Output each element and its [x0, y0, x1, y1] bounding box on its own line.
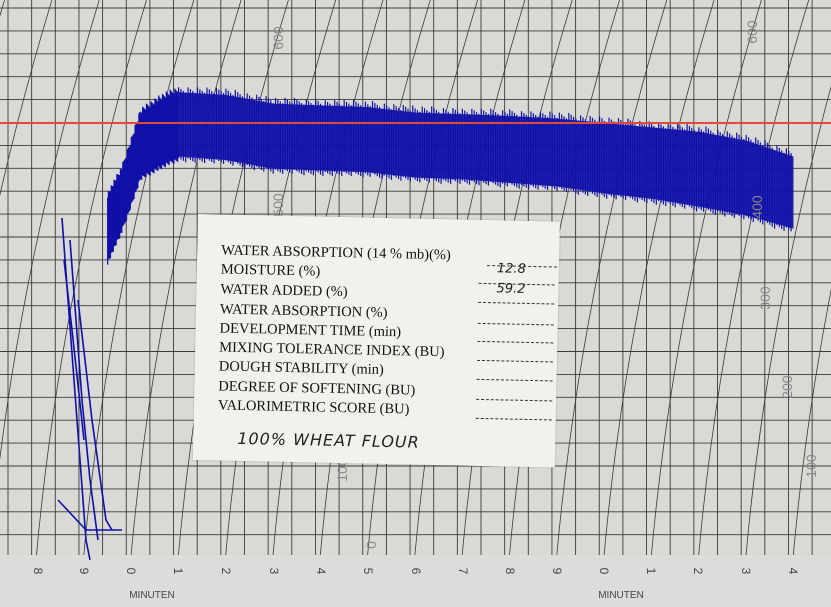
x-tick-label: 1	[644, 568, 658, 575]
x-tick-label: 4	[786, 568, 800, 575]
x-tick-label: 6	[409, 568, 423, 575]
card-note-flour: 100% WHEAT FLOUR	[237, 428, 420, 452]
startup-trace-line	[57, 499, 122, 531]
x-tick-label: 9	[77, 568, 91, 575]
grid-arc	[556, 0, 668, 556]
y-tick-label-left: 100	[334, 458, 350, 482]
x-tick-label: 0	[124, 568, 138, 575]
y-tick-label-right: 600	[744, 20, 760, 44]
y-tick-label-left: 0	[363, 541, 379, 549]
grid-arc	[792, 288, 831, 556]
grid-arc	[0, 0, 53, 197]
startup-trace	[57, 217, 122, 561]
grid-arc	[745, 85, 831, 556]
x-unit-label-left: MINUTEN	[129, 590, 175, 601]
x-tick-label: 3	[739, 568, 753, 575]
results-card: WATER ABSORPTION (14 % mb)(%) MOISTURE (…	[192, 214, 560, 468]
startup-trace-line	[69, 239, 99, 541]
card-row-water-absorption-14: WATER ABSORPTION (14 % mb)(%)	[221, 242, 451, 264]
x-tick-label: 2	[219, 568, 233, 575]
grid-arc	[603, 0, 715, 556]
y-tick-label-left: 500	[270, 193, 286, 217]
y-tick-labels: 600 500 100 0 600 400 300 200 100	[270, 20, 819, 549]
card-row-dough-stability: DOUGH STABILITY (min)	[218, 358, 384, 378]
startup-trace-line	[63, 259, 85, 441]
x-tick-label: 9	[550, 568, 564, 575]
x-tick-label: 7	[456, 568, 470, 575]
grid-arc	[651, 0, 762, 556]
card-row-moisture: MOISTURE (%)	[220, 261, 321, 280]
y-tick-label-right: 100	[803, 454, 819, 478]
x-tick-label: 0	[597, 568, 611, 575]
card-row-development-time: DEVELOPMENT TIME (min)	[219, 320, 402, 341]
y-tick-label-right: 300	[757, 286, 773, 310]
card-value-water-added: 59.2	[496, 281, 526, 297]
x-unit-label-right: MINUTEN	[598, 590, 644, 601]
x-tick-label: 8	[503, 568, 517, 575]
x-tick-label: 3	[267, 568, 281, 575]
startup-trace-line	[77, 299, 113, 531]
card-row-water-absorption: WATER ABSORPTION (%)	[219, 301, 388, 321]
grid-arc	[36, 0, 147, 556]
x-tick-labels: 8 9 0 1 2 3 4 5 6 7 8 9 0 1 2 3 4	[31, 568, 800, 575]
x-tick-label: 8	[31, 568, 45, 575]
grid-arc	[83, 0, 195, 556]
y-tick-label-left: 600	[270, 26, 286, 50]
card-value-moisture: 12.8	[496, 261, 527, 277]
x-tick-label: 5	[361, 568, 375, 575]
x-tick-label: 1	[171, 568, 185, 575]
card-row-water-added: WATER ADDED (%)	[220, 281, 348, 301]
consistency-band	[107, 87, 794, 265]
x-tick-label: 4	[314, 568, 328, 575]
card-row-degree-of-softening: DEGREE OF SOFTENING (BU)	[218, 378, 416, 399]
grid-arc	[130, 0, 242, 556]
y-tick-label-right: 200	[779, 375, 795, 399]
grid-arc	[0, 0, 100, 461]
y-tick-label-right: 400	[749, 195, 765, 219]
bottom-scale-strip	[0, 555, 831, 607]
card-row-mixing-tolerance: MIXING TOLERANCE INDEX (BU)	[219, 339, 445, 361]
x-tick-label: 2	[691, 568, 705, 575]
card-row-valorimetric-score: VALORIMETRIC SCORE (BU)	[217, 397, 410, 418]
grid-arc	[698, 0, 810, 556]
